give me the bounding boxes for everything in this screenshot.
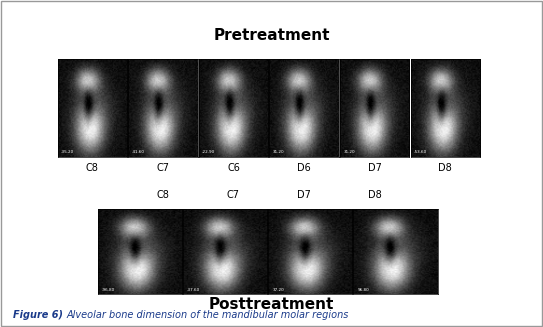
Text: D6: D6: [297, 164, 311, 173]
Text: -37.60: -37.60: [187, 288, 200, 292]
Text: Pretreatment: Pretreatment: [213, 28, 330, 43]
Text: -96.80: -96.80: [102, 288, 115, 292]
Text: D8: D8: [368, 190, 382, 199]
Text: 31.20: 31.20: [273, 150, 285, 154]
Text: Figure 6): Figure 6): [14, 310, 64, 320]
Text: D7: D7: [368, 164, 382, 173]
Text: -35.20: -35.20: [61, 150, 74, 154]
Text: C7: C7: [156, 164, 169, 173]
Text: C8: C8: [86, 164, 99, 173]
Text: C7: C7: [227, 190, 240, 199]
Text: 96.80: 96.80: [358, 288, 369, 292]
Text: -22.90: -22.90: [202, 150, 216, 154]
Text: -41.60: -41.60: [131, 150, 144, 154]
Text: D7: D7: [297, 190, 311, 199]
Text: 31.20: 31.20: [343, 150, 355, 154]
Text: C6: C6: [227, 164, 240, 173]
Text: Posttreatment: Posttreatment: [209, 297, 334, 312]
Text: D8: D8: [438, 164, 452, 173]
Text: Alveolar bone dimension of the mandibular molar regions: Alveolar bone dimension of the mandibula…: [67, 310, 349, 320]
Text: 37.20: 37.20: [273, 288, 284, 292]
Text: -53.60: -53.60: [414, 150, 427, 154]
Text: C8: C8: [156, 190, 169, 199]
